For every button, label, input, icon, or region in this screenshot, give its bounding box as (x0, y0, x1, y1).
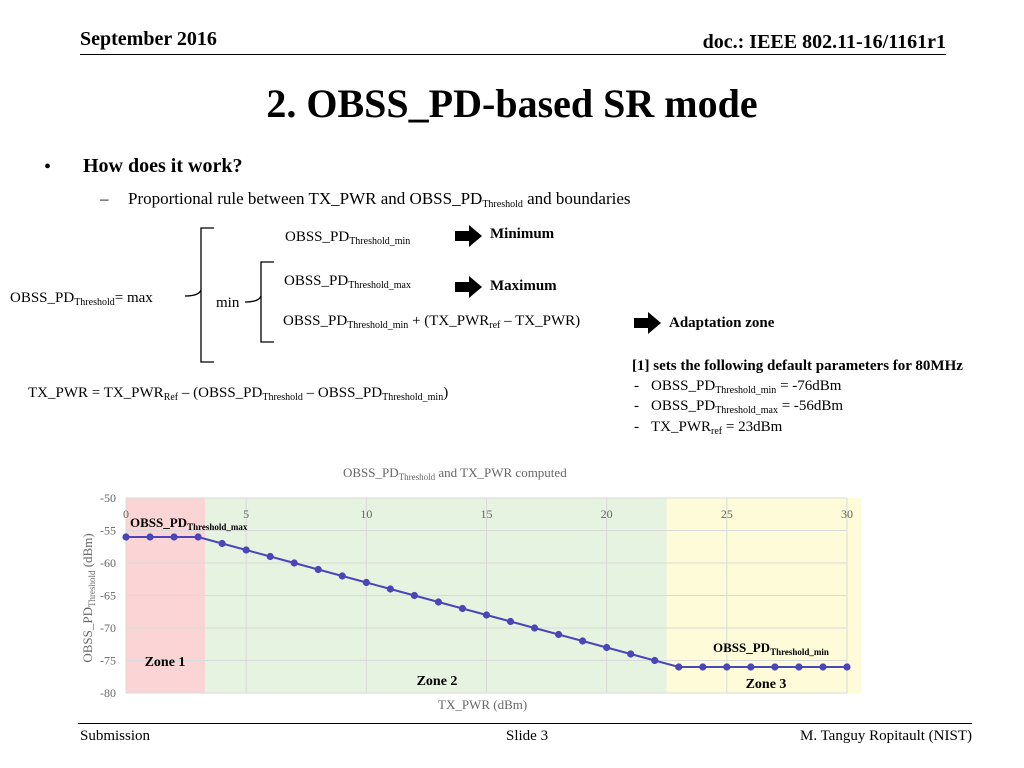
data-point (482, 611, 491, 619)
data-point (843, 663, 851, 671)
data-point (434, 598, 443, 606)
data-point (579, 637, 587, 645)
data-point (266, 552, 274, 561)
x-tick-label: 25 (721, 507, 733, 521)
arrow-right-icon (634, 312, 661, 334)
data-point (603, 643, 611, 652)
data-point (170, 533, 178, 541)
footer-slide-number: Slide 3 (506, 728, 549, 744)
formula-term-min: OBSS_PDThreshold_min (285, 229, 411, 247)
x-tick-label: 20 (601, 507, 613, 521)
y-tick-label: -70 (100, 621, 116, 635)
data-point (122, 533, 130, 541)
formula-min-label: min (216, 295, 240, 311)
bullet-level2-dash: – (100, 189, 109, 208)
data-point (627, 650, 635, 658)
defaults-item: - OBSS_PDThreshold_max = -56dBm (634, 398, 844, 416)
defaults-item: - TX_PWRref = 23dBm (634, 419, 783, 437)
zone-label: Zone 3 (746, 677, 787, 692)
zone-label: Zone 1 (145, 655, 186, 670)
txpwr-formula: TX_PWR = TX_PWRRef – (OBSS_PDThreshold –… (28, 385, 449, 403)
formula-term-max: OBSS_PDThreshold_max (284, 273, 411, 291)
chart-ylabel: OBSS_PDThreshold (dBm) (80, 533, 97, 663)
formula-brackets (184, 227, 274, 363)
x-tick-label: 15 (481, 507, 493, 521)
bullet-level2: Proportional rule between TX_PWR and OBS… (128, 189, 631, 210)
footer-rule (78, 723, 972, 724)
data-point (410, 591, 418, 600)
data-point (362, 578, 370, 587)
data-point (146, 533, 154, 541)
x-tick-label: 5 (243, 507, 249, 521)
defaults-heading: [1] sets the following default parameter… (632, 358, 963, 374)
bullet-level1: How does it work? (83, 155, 243, 177)
formula-term-adapt: OBSS_PDThreshold_min + (TX_PWRref – TX_P… (283, 313, 581, 331)
y-tick-label: -55 (100, 524, 116, 538)
data-point (795, 663, 803, 671)
data-point (314, 565, 322, 574)
label-maximum: Maximum (490, 278, 557, 294)
y-tick-label: -50 (100, 491, 116, 505)
arrow-right-icon (455, 276, 482, 298)
data-point (458, 604, 467, 613)
data-point (651, 656, 659, 665)
data-point (675, 663, 683, 671)
header-date: September 2016 (80, 28, 217, 50)
x-tick-label: 0 (123, 507, 129, 521)
data-point (386, 585, 394, 593)
bullet-icon: • (44, 156, 52, 178)
header-doc-id: doc.: IEEE 802.11-16/1161r1 (702, 31, 946, 53)
y-tick-label: -80 (100, 686, 116, 700)
slide-title: 2. OBSS_PD-based SR mode (266, 81, 758, 126)
data-point (218, 539, 226, 548)
defaults-item: - OBSS_PDThreshold_min = -76dBm (634, 378, 842, 396)
footer-author: M. Tanguy Ropitault (NIST) (800, 728, 972, 744)
x-tick-label: 30 (841, 507, 853, 521)
data-point (699, 663, 707, 671)
arrow-right-icon (455, 225, 482, 247)
y-tick-label: -65 (100, 589, 116, 603)
label-adaptation-zone: Adaptation zone (669, 315, 775, 331)
data-point (290, 559, 298, 567)
data-point (771, 663, 779, 671)
data-point (506, 617, 515, 626)
data-point (819, 663, 827, 671)
data-point (555, 630, 563, 639)
y-tick-label: -75 (100, 654, 116, 668)
formula-lhs: OBSS_PDThreshold= max (10, 290, 153, 308)
zone-label: Zone 2 (417, 674, 458, 689)
y-tick-label: -60 (100, 556, 116, 570)
chart-title: OBSS_PDThreshold and TX_PWR computed (343, 465, 567, 482)
footer-left: Submission (80, 728, 151, 744)
label-minimum: Minimum (490, 226, 555, 242)
data-point (530, 624, 539, 632)
annotation-label: OBSS_PDThreshold_min (713, 640, 829, 657)
data-point (723, 663, 731, 671)
data-point (747, 663, 755, 671)
data-point (194, 533, 202, 541)
header-rule (80, 54, 946, 55)
x-tick-label: 10 (360, 507, 372, 521)
data-point (338, 572, 346, 580)
chart-xlabel: TX_PWR (dBm) (438, 697, 528, 712)
annotation-label: OBSS_PDThreshold_max (130, 515, 248, 532)
data-point (242, 546, 250, 554)
